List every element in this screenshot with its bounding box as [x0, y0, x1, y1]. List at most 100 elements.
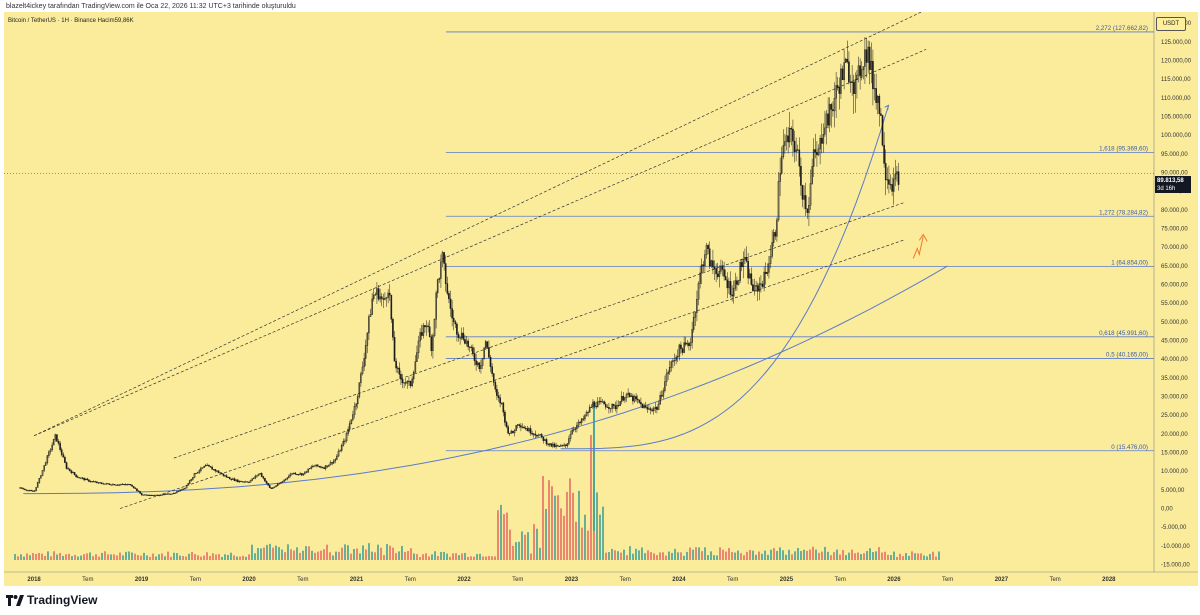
- volume-bar: [203, 555, 205, 560]
- volume-bar: [908, 555, 910, 560]
- volume-bar: [722, 549, 724, 560]
- candle-body: [888, 179, 890, 185]
- volume-bar: [872, 552, 874, 560]
- volume-bar: [794, 551, 796, 560]
- candle-body: [641, 403, 644, 409]
- candle-body: [104, 483, 106, 485]
- volume-bar: [482, 556, 484, 560]
- candle-body: [150, 494, 153, 496]
- candle-body: [452, 317, 455, 322]
- candle-body: [873, 88, 876, 90]
- volume-bar: [188, 553, 190, 560]
- candle-body: [585, 412, 588, 416]
- candle-body: [211, 467, 213, 470]
- volume-bar: [92, 556, 94, 560]
- price-chart[interactable]: 130.000,00125.000,00120.000,00115.000,00…: [4, 12, 1198, 586]
- candle-body: [625, 394, 628, 398]
- volume-bar: [440, 551, 442, 560]
- candle-body: [736, 280, 738, 285]
- candle-body: [624, 397, 626, 401]
- volume-bar: [332, 555, 334, 560]
- candle-body: [678, 344, 681, 357]
- currency-badge[interactable]: USDT: [1156, 17, 1186, 31]
- candle-body: [198, 470, 201, 473]
- candle-body: [161, 494, 164, 496]
- volume-bar: [458, 555, 460, 560]
- candle-body: [886, 179, 889, 181]
- volume-bar: [935, 556, 937, 560]
- candle-body: [260, 473, 263, 477]
- candle-body: [312, 465, 314, 468]
- volume-bar: [653, 553, 655, 560]
- candle-body: [414, 361, 417, 373]
- volume-bar: [818, 552, 820, 560]
- volume-bar: [581, 527, 583, 560]
- candle-body: [270, 487, 273, 489]
- volume-bar: [506, 512, 508, 560]
- candle-body: [363, 358, 365, 368]
- volume-bar: [851, 549, 853, 560]
- volume-bar: [590, 435, 592, 560]
- growth-curve: [23, 265, 948, 495]
- last-price: 89.813,58: [1157, 178, 1184, 184]
- candle-body: [483, 347, 485, 359]
- candle-body: [726, 279, 729, 289]
- candle-body: [188, 480, 191, 484]
- candle-body: [656, 406, 658, 410]
- volume-bar: [392, 547, 394, 560]
- volume-bar: [592, 400, 595, 531]
- volume-bar: [26, 553, 28, 560]
- candle-body: [539, 434, 541, 436]
- candle-body: [304, 471, 306, 474]
- candle-body: [603, 401, 605, 405]
- candle-body: [427, 325, 429, 328]
- tradingview-icon: [6, 594, 24, 606]
- volume-bar: [836, 549, 838, 560]
- y-tick-label: 20.000,00: [1161, 432, 1188, 438]
- symbol-title[interactable]: Bitcoin / TetherUS · 1H · Binance Hacim5…: [8, 18, 134, 24]
- chart-panel[interactable]: 130.000,00125.000,00120.000,00115.000,00…: [4, 12, 1198, 586]
- volume-bar: [335, 551, 337, 560]
- candle-body: [78, 477, 81, 479]
- volume-bar: [470, 556, 472, 560]
- parabolic-curve-arrowhead: [884, 104, 890, 111]
- candle-body: [185, 485, 188, 489]
- candle-body: [86, 478, 89, 480]
- volume-bar: [863, 553, 865, 560]
- candle-body: [662, 390, 665, 397]
- volume-bar: [608, 552, 610, 560]
- candle-body: [192, 476, 194, 480]
- candle-body: [796, 149, 799, 151]
- candle-body: [843, 62, 845, 81]
- candle-body: [153, 494, 156, 496]
- y-tick-label: -15.000,00: [1161, 563, 1190, 569]
- candle-body: [297, 474, 300, 476]
- volume-bar: [554, 495, 556, 560]
- candle-body: [472, 347, 474, 354]
- candle-body: [113, 484, 116, 486]
- tradingview-logo[interactable]: TradingView: [6, 593, 97, 607]
- candle-body: [798, 149, 801, 167]
- candle-body: [393, 337, 396, 362]
- y-tick-label: 0,00: [1161, 507, 1173, 513]
- candle-body: [619, 401, 621, 406]
- x-tick-label: 2020: [242, 577, 256, 583]
- candle-body: [484, 341, 487, 348]
- candle-body: [240, 480, 242, 482]
- volume-bar: [848, 552, 850, 560]
- candle-body: [115, 484, 117, 486]
- candle-body: [112, 484, 114, 486]
- candle-body: [384, 297, 386, 300]
- volume-bar: [461, 553, 463, 560]
- candle-body: [435, 292, 437, 320]
- volume-bar: [719, 547, 721, 560]
- volume-bar: [38, 552, 40, 560]
- candle-body: [470, 346, 473, 348]
- candle-body: [504, 411, 506, 423]
- candle-body: [395, 360, 397, 369]
- volume-bar: [437, 555, 439, 560]
- candle-body: [528, 428, 530, 432]
- candle-body: [430, 336, 433, 351]
- volume-bar: [599, 514, 601, 560]
- candle-body: [739, 262, 741, 281]
